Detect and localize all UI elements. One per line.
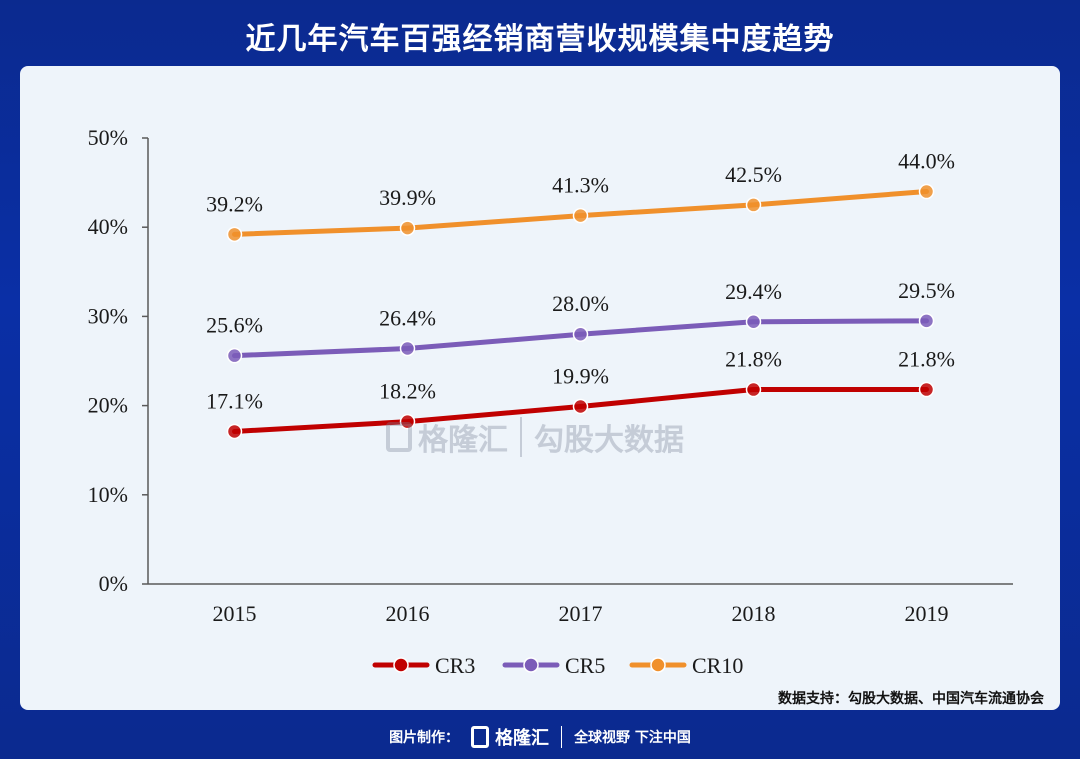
- y-tick-label: 10%: [88, 482, 128, 507]
- legend-marker-cr5: [523, 657, 539, 673]
- watermark-logo: 格隆汇: [386, 415, 508, 459]
- x-tick-label: 2016: [386, 601, 430, 626]
- data-label-cr5: 26.4%: [379, 306, 436, 331]
- y-tick-label: 40%: [88, 214, 128, 239]
- watermark-brand: 格隆汇: [418, 423, 508, 458]
- watermark-text: 勾股大数据: [534, 423, 684, 458]
- chart-title: 近几年汽车百强经销商营收规模集中度趋势: [245, 22, 835, 57]
- data-label-cr10: 42.5%: [725, 162, 782, 187]
- data-label-cr10: 44.0%: [898, 149, 955, 174]
- data-label-cr3: 21.8%: [898, 347, 955, 372]
- data-point-cr3: [918, 381, 935, 398]
- legend-marker-cr10: [650, 657, 666, 673]
- footer-logo: 格隆汇: [471, 724, 549, 750]
- data-label-cr5: 29.5%: [898, 278, 955, 303]
- data-label-cr5: 25.6%: [206, 313, 263, 338]
- data-label-cr5: 29.4%: [725, 279, 782, 304]
- data-point-cr5: [572, 326, 589, 342]
- x-tick-label: 2018: [732, 601, 776, 626]
- watermark-divider: [520, 417, 522, 457]
- footer-brand: 格隆汇: [495, 728, 550, 749]
- data-point-cr10: [226, 226, 243, 243]
- data-label-cr3: 18.2%: [379, 379, 436, 404]
- data-source: 数据支持：勾股大数据、中国汽车流通协会: [778, 691, 1044, 707]
- legend-marker-cr3: [393, 657, 409, 673]
- series-lines: [226, 183, 935, 440]
- data-point-cr5: [918, 313, 935, 329]
- data-label-cr3: 19.9%: [552, 363, 609, 388]
- data-point-cr5: [226, 347, 243, 364]
- data-label-cr3: 17.1%: [206, 388, 263, 413]
- legend-label-cr10: CR10: [692, 653, 743, 678]
- footer-slogan: 全球视野 下注中国: [574, 730, 691, 746]
- x-tick-label: 2019: [905, 601, 949, 626]
- x-tick-label: 2017: [559, 601, 603, 626]
- y-tick-label: 50%: [88, 125, 128, 150]
- data-point-cr3: [226, 423, 243, 440]
- data-label-cr10: 39.9%: [379, 185, 436, 210]
- brand-logo-icon: [386, 422, 412, 452]
- brand-logo-icon: [471, 726, 490, 748]
- footer-divider: [561, 726, 563, 748]
- footer: 图片制作： 格隆汇 全球视野 下注中国: [0, 722, 1080, 752]
- legend-label-cr3: CR3: [435, 653, 475, 678]
- data-point-cr5: [399, 340, 416, 357]
- data-point-cr3: [745, 381, 762, 398]
- data-point-cr5: [745, 314, 762, 330]
- data-label-cr3: 21.8%: [725, 347, 782, 372]
- chart-panel: 0% 10% 20% 30% 40% 50% 2015 2016 2017 2018 2019 17…: [20, 66, 1060, 710]
- data-point-cr10: [572, 207, 589, 224]
- footer-made-by: 图片制作：: [389, 730, 460, 746]
- data-point-cr10: [918, 183, 935, 200]
- x-tick-label: 2015: [213, 601, 257, 626]
- watermark: 格隆汇 勾股大数据: [386, 412, 746, 462]
- data-label-cr5: 28.0%: [552, 291, 609, 316]
- legend-label-cr5: CR5: [565, 653, 605, 678]
- y-tick-label: 0%: [99, 571, 128, 596]
- data-point-cr10: [399, 220, 416, 236]
- y-tick-label: 30%: [88, 303, 128, 328]
- data-labels: 17.1% 18.2% 19.9% 21.8% 21.8% 25.6% 26.4% 28.0%…: [206, 149, 955, 414]
- axes: 0% 10% 20% 30% 40% 50% 2015 2016 2017 2018 2019: [88, 125, 1013, 626]
- legend: CR3 CR5 CR10: [372, 653, 743, 678]
- data-point-cr10: [745, 197, 762, 213]
- data-label-cr10: 39.2%: [206, 191, 263, 216]
- line-chart: 0% 10% 20% 30% 40% 50% 2015 2016 2017 2018 2019 17…: [88, 125, 1013, 678]
- data-label-cr10: 41.3%: [552, 173, 609, 198]
- data-point-cr3: [572, 398, 589, 415]
- y-tick-label: 20%: [88, 393, 128, 418]
